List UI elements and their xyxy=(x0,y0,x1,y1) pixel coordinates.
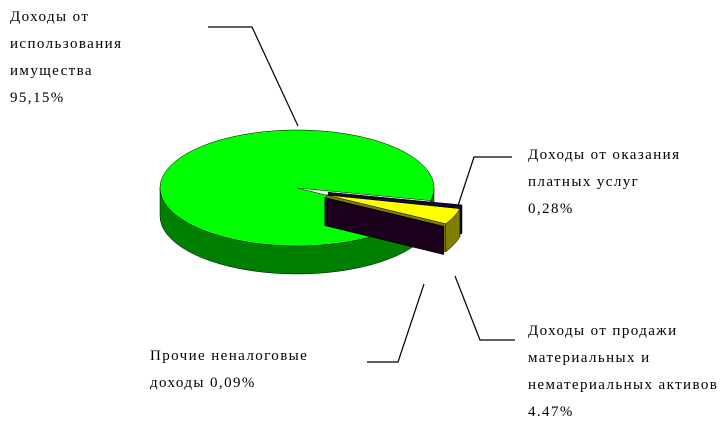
slice xyxy=(328,192,463,207)
slice-side xyxy=(461,204,463,235)
leader-line xyxy=(208,26,299,127)
category-label: Доходы от оказания платных услуг xyxy=(528,147,681,190)
slice xyxy=(324,197,445,227)
slice-label: Доходы от продажи материальных и нематер… xyxy=(528,318,722,426)
slice-label: Доходы от оказания платных услуг 0,28% xyxy=(528,142,722,223)
leader-line xyxy=(454,275,515,341)
value-label: 0,28% xyxy=(528,201,574,217)
slice-label: Прочие неналоговые доходы 0,09% xyxy=(150,343,365,397)
category-label: Прочие неналоговые доходы xyxy=(150,348,309,391)
category-label: Доходы от продажи материальных и нематер… xyxy=(528,323,719,393)
value-label: 0,09% xyxy=(210,375,256,391)
category-label: Доходы от использования имущества xyxy=(10,9,123,79)
slice xyxy=(326,194,461,225)
value-label: 95,15% xyxy=(10,90,65,106)
value-label: 4.47% xyxy=(528,404,574,420)
leader-line xyxy=(367,283,425,363)
slice-label: Доходы от использования имущества 95,15% xyxy=(10,4,170,112)
